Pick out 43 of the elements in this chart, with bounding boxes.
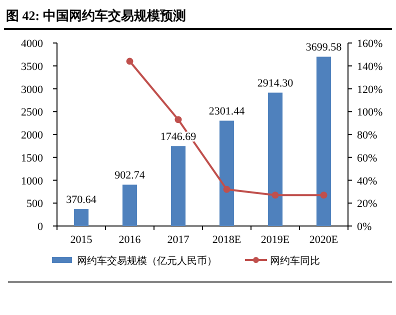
y-tick-label: 3500 [21, 60, 44, 73]
y2-tick-label: 100% [357, 106, 383, 119]
y-tick-label: 3000 [21, 84, 44, 96]
x-tick-label: 2017 [167, 234, 190, 246]
point [174, 116, 182, 124]
x-tick-label: 2016 [118, 234, 142, 246]
y2-tick-label: 140% [357, 60, 383, 73]
data-label: 370.64 [66, 194, 97, 206]
point [320, 192, 328, 199]
y2-tick-label: 0% [357, 221, 372, 233]
x-tick-label: 2015 [70, 234, 93, 246]
bar [74, 209, 89, 226]
y2-tick-label: 80% [357, 130, 378, 142]
legend-label: 网约车交易规模（亿元人民币） [77, 255, 217, 267]
x-tick-label: 2018E [212, 234, 242, 246]
bar [122, 184, 138, 226]
y-tick-label: 2500 [21, 106, 44, 119]
chart-title: 图 42: 中国网约车交易规模预测 [6, 8, 186, 23]
y-tick-label: 1500 [21, 152, 44, 164]
data-label: 902.74 [114, 170, 146, 182]
data-label: 2301.44 [208, 106, 246, 118]
bar [170, 146, 186, 226]
bar [316, 56, 332, 226]
point [272, 192, 279, 199]
legend-label: 网约车同比 [270, 255, 320, 267]
point [223, 186, 230, 193]
data-label: 2914.30 [257, 78, 294, 90]
y-tick-label: 0 [38, 221, 44, 233]
x-tick-label: 2020E [309, 234, 338, 246]
y2-tick-label: 60% [357, 152, 378, 164]
y2-tick-label: 160% [357, 38, 383, 50]
y-tick-label: 4000 [21, 38, 44, 50]
bar [268, 92, 283, 226]
x-tick-label: 2019E [260, 234, 290, 246]
data-label: 3699.58 [306, 42, 342, 54]
y2-tick-label: 120% [357, 84, 383, 96]
point [126, 58, 134, 65]
y-tick-label: 2000 [21, 130, 44, 142]
y-tick-label: 500 [26, 198, 44, 210]
bar [219, 120, 234, 226]
y-tick-label: 1000 [21, 175, 44, 188]
y2-tick-label: 40% [357, 175, 378, 188]
y2-tick-label: 20% [357, 198, 378, 210]
